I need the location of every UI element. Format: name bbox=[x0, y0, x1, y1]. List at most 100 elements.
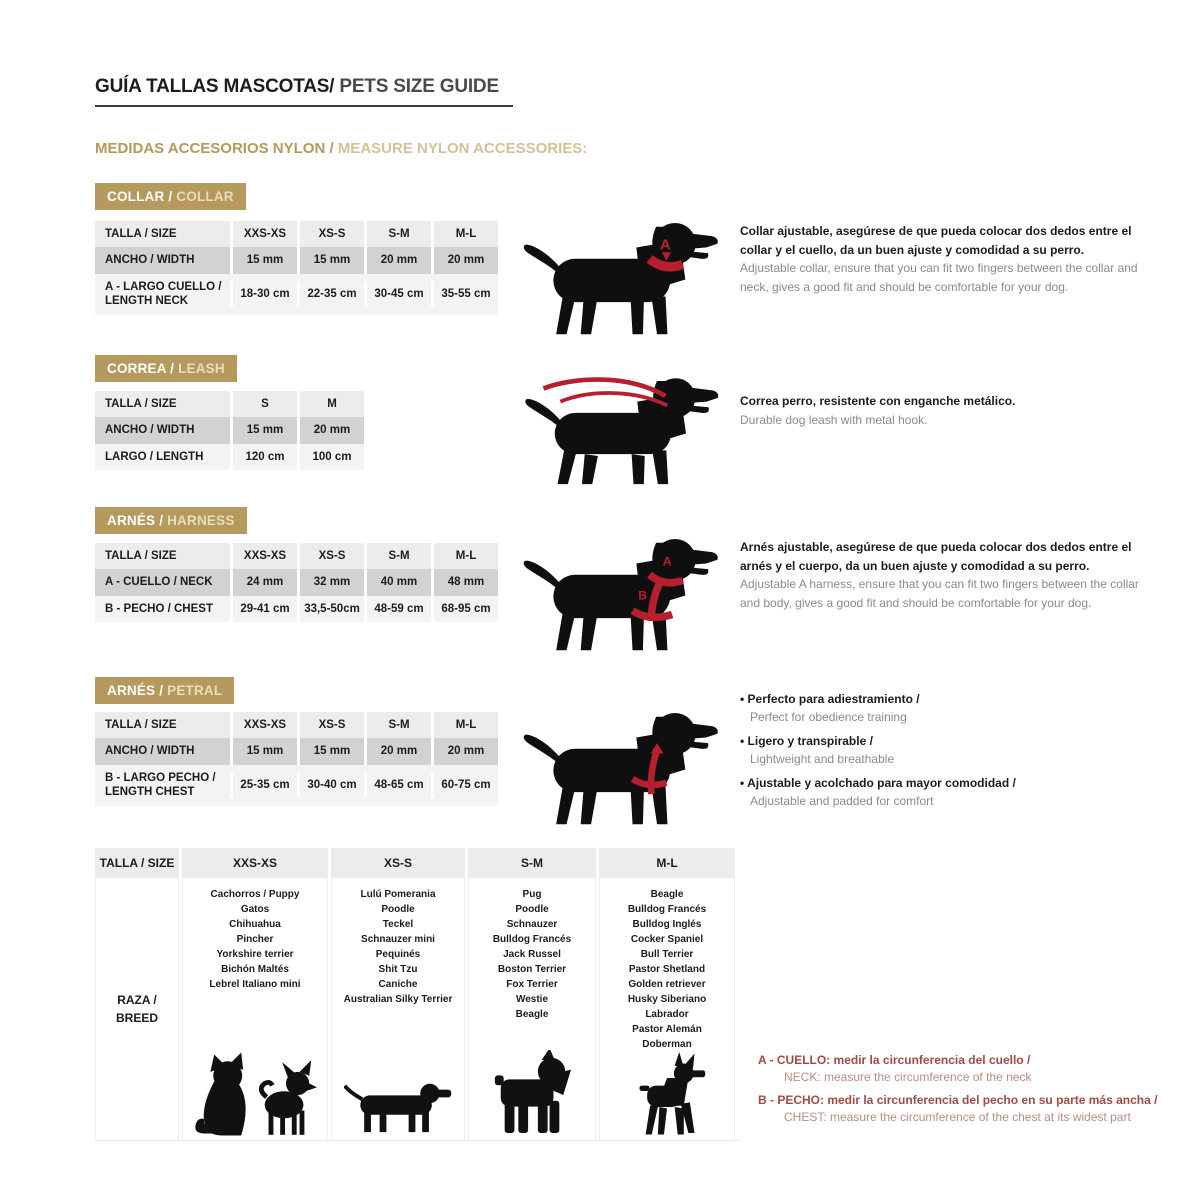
table-row: B - LARGO PECHO / LENGTH CHEST 25-35 cm 30… bbox=[95, 764, 498, 806]
row-label: B - LARGO PECHO / LENGTH CHEST bbox=[105, 771, 216, 799]
cell-value: 20 mm bbox=[431, 247, 498, 274]
feature-en: Adjustable and padded for comfort bbox=[750, 794, 934, 808]
leash-size-table: TALLA / SIZE S M ANCHO / WIDTH 15 mm 20 mm LAR… bbox=[95, 391, 364, 471]
leash-line-lower bbox=[559, 391, 669, 408]
cell-value: 35-55 cm bbox=[431, 280, 498, 308]
harness-marker-b: B bbox=[638, 588, 647, 602]
cell-value: XS-S bbox=[297, 221, 364, 248]
breed-table-body: RAZA / BREED Cachorros / Puppy Gatos Chihu… bbox=[95, 878, 739, 1141]
breed-header-cell: TALLA / SIZE bbox=[95, 848, 179, 878]
harness-marker-a: A bbox=[663, 554, 672, 568]
breed-name: Poodle bbox=[515, 904, 549, 915]
page-title: GUÍA TALLAS MASCOTAS/ PETS SIZE GUIDE bbox=[95, 76, 513, 107]
breed-header-cell: M-L bbox=[599, 848, 735, 878]
table-row: LARGO / LENGTH 120 cm 100 cm bbox=[95, 443, 364, 471]
cat-silhouette-icon bbox=[195, 1052, 246, 1136]
cell-value: 24 mm bbox=[230, 569, 297, 596]
cell-value: XXS-XS bbox=[230, 221, 297, 248]
row-label: ANCHO / WIDTH bbox=[105, 745, 195, 758]
collar-description-en: Adjustable collar, ensure that you can f… bbox=[740, 261, 1138, 294]
breed-table: TALLA / SIZE XXS-XS XS-S S-M M-L RAZA / BREE… bbox=[95, 848, 739, 1141]
leash-line-upper bbox=[542, 377, 667, 399]
breed-name: Teckel bbox=[382, 919, 414, 930]
breed-cell-m-l: Beagle Bulldog Francés Bulldog Inglés Cocke… bbox=[599, 878, 735, 1140]
row-label: ANCHO / WIDTH bbox=[105, 424, 195, 437]
breed-name: Jack Russel bbox=[503, 949, 561, 960]
cell-value: 48-59 cm bbox=[364, 595, 431, 623]
dachshund-silhouette-icon bbox=[344, 1083, 452, 1133]
harness-neck-strap bbox=[647, 571, 684, 587]
harness-section-badge: ARNÉS / HARNESS bbox=[95, 507, 247, 534]
note-light: NECK: measure the circumference of the n… bbox=[784, 1070, 1032, 1085]
cell-value: 30-45 cm bbox=[364, 280, 431, 308]
collar-section-badge: COLLAR / COLLAR bbox=[95, 183, 246, 210]
row-label: A - CUELLO / NECK bbox=[105, 576, 213, 589]
leash-description-en: Durable dog leash with metal hook. bbox=[740, 412, 928, 427]
cell-value: 15 mm bbox=[297, 247, 364, 274]
cell-value: 29-41 cm bbox=[230, 595, 297, 623]
cell-value: 68-95 cm bbox=[431, 595, 498, 623]
dog-tail bbox=[523, 244, 559, 274]
cell-value: S-M bbox=[364, 712, 431, 739]
breed-name: Golden retriever bbox=[628, 979, 706, 990]
breed-name: Bulldog Inglés bbox=[632, 919, 702, 930]
table-row: A - CUELLO / NECK 24 mm 32 mm 40 mm 48 mm bbox=[95, 569, 498, 596]
badge-label-es: COLLAR / bbox=[107, 189, 177, 204]
breed-name: Lebrel Italiano mini bbox=[209, 979, 301, 990]
collar-marker-arrow bbox=[661, 252, 672, 261]
row-label: TALLA / SIZE bbox=[105, 719, 177, 731]
harness-size-table: TALLA / SIZE XXS-XS XS-S S-M M-L A - CUELLO /… bbox=[95, 543, 498, 623]
harness-description: Arnés ajustable, asegúrese de que pueda … bbox=[740, 538, 1156, 612]
breed-name: Gatos bbox=[240, 904, 270, 915]
dog-leash-illustration bbox=[522, 366, 730, 491]
dog-collar-illustration: A bbox=[520, 206, 730, 343]
row-label: TALLA / SIZE bbox=[105, 550, 177, 562]
row-label: TALLA / SIZE bbox=[105, 228, 177, 240]
breed-name: Bulldog Francés bbox=[492, 934, 572, 945]
breed-name: Pastor Alemán bbox=[632, 1024, 702, 1035]
breed-header-cell: S-M bbox=[468, 848, 596, 878]
breed-name: Cocker Spaniel bbox=[630, 934, 704, 945]
table-row: TALLA / SIZE S M bbox=[95, 391, 364, 418]
breed-name: Cachorros / Puppy bbox=[210, 889, 300, 900]
table-row: ANCHO / WIDTH 15 mm 15 mm 20 mm 20 mm bbox=[95, 738, 498, 765]
row-label: A - LARGO CUELLO / LENGTH NECK bbox=[105, 280, 222, 308]
petral-section-badge: ARNÉS / PETRAL bbox=[95, 677, 235, 704]
feature-en: Perfect for obedience training bbox=[750, 710, 907, 724]
feature-en: Lightweight and breathable bbox=[750, 752, 895, 766]
breed-list: Cachorros / Puppy Gatos Chihuahua Pincher Yo… bbox=[183, 878, 327, 992]
cell-value: 40 mm bbox=[364, 569, 431, 596]
breed-name: Caniche bbox=[378, 979, 418, 990]
feature-es: Ligero y transpirable / bbox=[740, 732, 1160, 750]
breed-name: Schnauzer mini bbox=[361, 934, 435, 945]
cell-value: M-L bbox=[431, 543, 498, 570]
note-bold: A - CUELLO: medir la circunferencia del … bbox=[758, 1053, 1031, 1067]
breed-cell-xxs-xs: Cachorros / Puppy Gatos Chihuahua Pincher Yo… bbox=[182, 878, 328, 1140]
cell-value: 100 cm bbox=[297, 443, 364, 471]
breed-name: Doberman bbox=[642, 1039, 692, 1050]
badge-label-en: COLLAR bbox=[176, 189, 234, 204]
dog-jaw bbox=[687, 251, 709, 259]
cell-value: 20 mm bbox=[431, 738, 498, 765]
cell-value: S bbox=[230, 391, 297, 418]
breed-row-label-es: RAZA / bbox=[117, 993, 157, 1007]
breed-list: Beagle Bulldog Francés Bulldog Inglés Cocke… bbox=[600, 878, 734, 1052]
cell-value: 20 mm bbox=[364, 738, 431, 765]
breed-row-label-en: BREED bbox=[115, 1011, 158, 1025]
page-title-es: GUÍA TALLAS MASCOTAS/ bbox=[95, 76, 335, 97]
breed-name: Poodle bbox=[381, 904, 415, 915]
breed-header-cell: XXS-XS bbox=[182, 848, 328, 878]
schnauzer-silhouette-icon bbox=[494, 1050, 572, 1134]
cell-value: 32 mm bbox=[297, 569, 364, 596]
dog-petral-illustration bbox=[520, 696, 730, 833]
breed-name: Boston Terrier bbox=[497, 964, 567, 975]
breed-silhouettes bbox=[469, 1050, 595, 1140]
page-subtitle: MEDIDAS ACCESORIOS NYLON / MEASURE NYLON… bbox=[95, 140, 587, 157]
cell-value: 30-40 cm bbox=[297, 771, 364, 799]
measurement-notes: A - CUELLO: medir la circunferencia del … bbox=[758, 1052, 1190, 1132]
cell-value: 15 mm bbox=[230, 738, 297, 765]
cell-value: 22-35 cm bbox=[297, 280, 364, 308]
breed-name: Lulú Pomerania bbox=[360, 889, 436, 900]
breed-name: Fox Terrier bbox=[506, 979, 558, 990]
breed-name: Pug bbox=[522, 889, 542, 900]
